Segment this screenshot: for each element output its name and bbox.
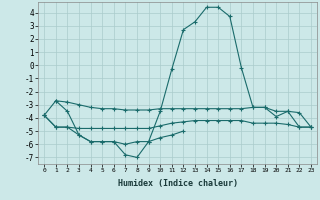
X-axis label: Humidex (Indice chaleur): Humidex (Indice chaleur) xyxy=(118,179,238,188)
